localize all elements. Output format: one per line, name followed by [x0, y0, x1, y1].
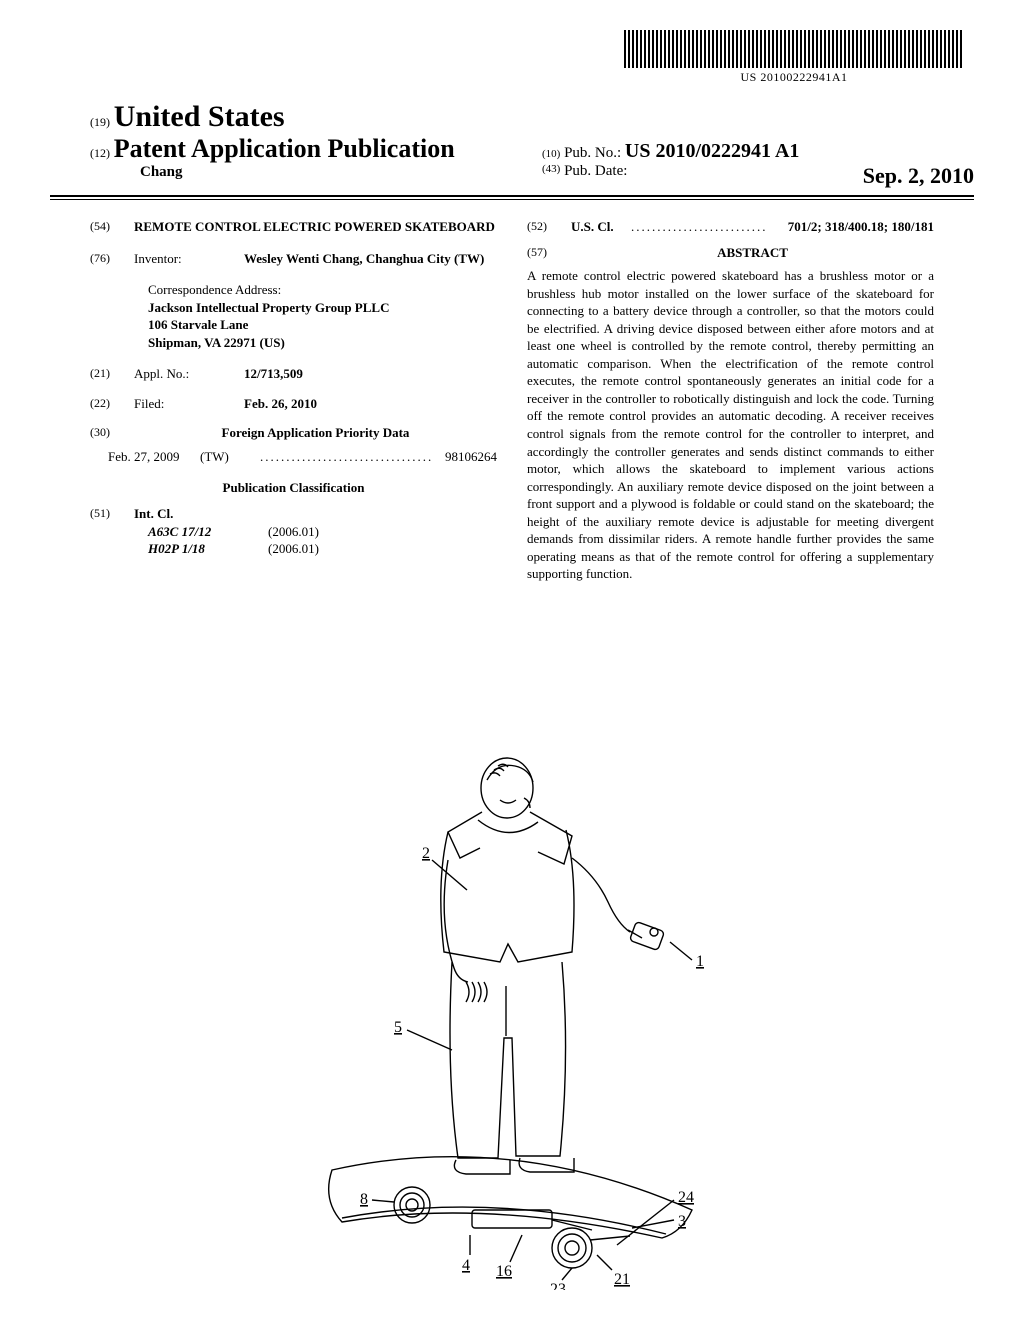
section-abstract-header: (57) ABSTRACT: [527, 244, 934, 268]
header-author: Chang: [90, 164, 522, 181]
section-title: (54) REMOTE CONTROL ELECTRIC POWERED SKA…: [90, 218, 497, 236]
patent-figure-icon: 2 1 5 8 4 16 23 21 3 24: [272, 750, 752, 1290]
pubno-label: Pub. No.:: [564, 145, 621, 161]
pubdate-value: Sep. 2, 2010: [863, 163, 974, 189]
country-sup: (19): [90, 115, 110, 129]
s51-label: Int. Cl.: [134, 505, 173, 523]
s21-value: 12/713,509: [244, 365, 303, 383]
s57-num: (57): [527, 244, 571, 268]
s30-num: (30): [90, 424, 134, 442]
separator-thick: [50, 195, 974, 197]
header: (19) United States (12) Patent Applicati…: [50, 100, 974, 189]
intcl2-code: H02P 1/18: [90, 540, 268, 558]
priority-date: Feb. 27, 2009: [90, 448, 200, 466]
left-column: (54) REMOTE CONTROL ELECTRIC POWERED SKA…: [90, 218, 497, 583]
priority-dots: .................................: [260, 448, 439, 466]
corr-line3: Shipman, VA 22971 (US): [148, 334, 497, 352]
fig-label-1: 1: [696, 953, 704, 970]
pubdate-row: (43) Pub. Date: Sep. 2, 2010: [542, 163, 974, 189]
separator-thin: [50, 199, 974, 200]
uscl-dots: ..........................: [631, 218, 788, 236]
barcode-region: US 20100222941A1: [624, 30, 964, 85]
fig-label-8: 8: [360, 1191, 368, 1208]
priority-row: Feb. 27, 2009 (TW) .....................…: [90, 448, 497, 466]
fig-label-21: 21: [614, 1271, 630, 1288]
corr-label: Correspondence Address:: [148, 281, 497, 299]
intcl2-ver: (2006.01): [268, 540, 319, 558]
section-filed: (22) Filed: Feb. 26, 2010: [90, 395, 497, 413]
pubno-value: US 2010/0222941 A1: [625, 140, 799, 162]
body-columns: (54) REMOTE CONTROL ELECTRIC POWERED SKA…: [50, 218, 974, 583]
section-inventor: (76) Inventor: Wesley Wenti Chang, Chang…: [90, 250, 497, 268]
correspondence-block: Correspondence Address: Jackson Intellec…: [90, 281, 497, 351]
s22-label: Filed:: [134, 395, 244, 413]
section-intcl-header: (51) Int. Cl.: [90, 505, 497, 523]
s30-title: Foreign Application Priority Data: [134, 424, 497, 442]
section-applno: (21) Appl. No.: 12/713,509: [90, 365, 497, 383]
abstract-label: ABSTRACT: [571, 244, 934, 262]
abstract-text: A remote control electric powered skateb…: [527, 267, 934, 583]
s22-num: (22): [90, 395, 134, 413]
fig-label-5: 5: [394, 1019, 402, 1036]
intcl-row-2: H02P 1/18 (2006.01): [90, 540, 497, 558]
pub-classification-title: Publication Classification: [90, 479, 497, 497]
pubdate-label: Pub. Date:: [564, 163, 627, 189]
s51-num: (51): [90, 505, 134, 523]
fig-label-2: 2: [422, 845, 430, 862]
barcode-label: US 20100222941A1: [624, 70, 964, 85]
pub-sup: (12): [90, 146, 110, 160]
s52-value: 701/2; 318/400.18; 180/181: [788, 218, 934, 236]
inventor-label: Inventor:: [134, 250, 244, 268]
intcl1-code: A63C 17/12: [90, 523, 268, 541]
figure-area: 2 1 5 8 4 16 23 21 3 24: [0, 750, 1024, 1294]
country-name: United States: [114, 100, 285, 133]
pubdate-sup: (43): [542, 163, 560, 189]
section-uscl: (52) U.S. Cl. ..........................…: [527, 218, 934, 236]
s52-label: U.S. Cl.: [571, 218, 631, 236]
inventor-name: Wesley Wenti Chang, Changhua City (TW): [244, 251, 484, 266]
s54-num: (54): [90, 218, 134, 236]
barcode-icon: [624, 30, 964, 68]
s21-num: (21): [90, 365, 134, 383]
pubno-row: (10) Pub. No.: US 2010/0222941 A1: [542, 140, 974, 163]
s76-num: (76): [90, 250, 134, 268]
header-pub-line: (12) Patent Application Publication: [90, 134, 522, 164]
corr-line1: Jackson Intellectual Property Group PLLC: [148, 299, 497, 317]
fig-label-24: 24: [678, 1189, 694, 1206]
right-column: (52) U.S. Cl. ..........................…: [527, 218, 934, 583]
intcl1-ver: (2006.01): [268, 523, 319, 541]
inventor-value: Wesley Wenti Chang, Changhua City (TW): [244, 250, 484, 268]
patent-title: REMOTE CONTROL ELECTRIC POWERED SKATEBOA…: [134, 218, 495, 236]
s22-value: Feb. 26, 2010: [244, 395, 317, 413]
s21-label: Appl. No.:: [134, 365, 244, 383]
pubno-sup: (10): [542, 148, 560, 160]
s52-num: (52): [527, 218, 571, 236]
header-country-line: (19) United States: [90, 100, 974, 134]
intcl-row-1: A63C 17/12 (2006.01): [90, 523, 497, 541]
priority-country: (TW): [200, 448, 260, 466]
fig-label-16: 16: [496, 1263, 512, 1280]
priority-number: 98106264: [439, 448, 497, 466]
fig-label-3: 3: [678, 1213, 686, 1230]
corr-line2: 106 Starvale Lane: [148, 316, 497, 334]
section-priority-header: (30) Foreign Application Priority Data: [90, 424, 497, 442]
fig-label-4: 4: [462, 1257, 470, 1274]
pub-label: Patent Application Publication: [114, 134, 455, 163]
fig-label-23: 23: [550, 1281, 566, 1290]
